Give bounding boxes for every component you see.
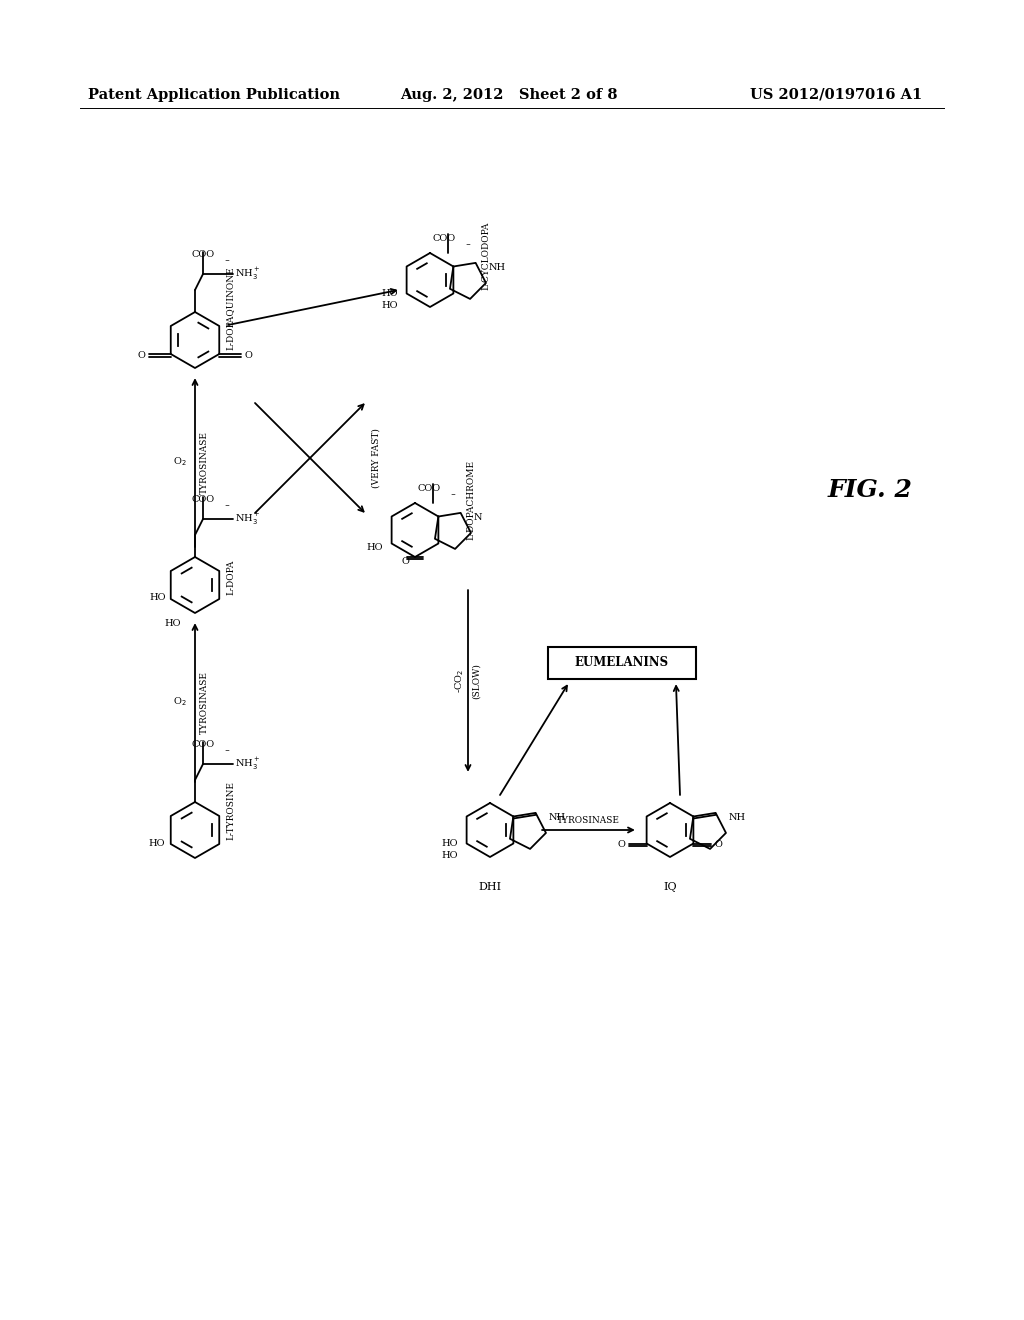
Text: COO: COO	[432, 234, 456, 243]
Text: NH$_3^+$: NH$_3^+$	[234, 511, 260, 527]
Text: NH: NH	[489, 264, 506, 272]
Text: $^-$: $^-$	[223, 747, 230, 756]
Text: TYROSINASE: TYROSINASE	[200, 430, 209, 494]
Text: L-DOPACHROME: L-DOPACHROME	[466, 459, 475, 540]
Text: (SLOW): (SLOW)	[472, 663, 481, 698]
Text: L-TYROSINE: L-TYROSINE	[226, 781, 234, 840]
Text: TYROSINASE: TYROSINASE	[200, 671, 209, 734]
Text: EUMELANINS: EUMELANINS	[574, 656, 669, 669]
Text: (VERY FAST): (VERY FAST)	[372, 428, 381, 488]
Text: Aug. 2, 2012   Sheet 2 of 8: Aug. 2, 2012 Sheet 2 of 8	[400, 88, 617, 102]
Text: COO: COO	[418, 484, 440, 492]
Text: O: O	[715, 841, 722, 849]
Text: NH: NH	[549, 813, 566, 822]
Text: L-CYCLODOPA: L-CYCLODOPA	[481, 222, 490, 290]
Text: HO: HO	[150, 593, 166, 602]
Text: COO: COO	[191, 495, 215, 504]
Text: L-DOPA: L-DOPA	[226, 560, 234, 595]
Text: O: O	[245, 351, 252, 360]
Text: O$_2$: O$_2$	[173, 696, 187, 709]
Text: HO: HO	[148, 840, 165, 849]
Text: -CO$_2$: -CO$_2$	[454, 669, 466, 693]
Text: N: N	[474, 513, 482, 523]
Text: O: O	[617, 841, 626, 849]
Text: O: O	[401, 557, 409, 566]
Text: HO: HO	[441, 840, 458, 849]
Text: COO: COO	[191, 249, 215, 259]
Text: HO: HO	[367, 544, 383, 553]
Text: $^-$: $^-$	[223, 502, 230, 511]
Text: $^-$: $^-$	[223, 257, 230, 267]
Text: FIG. 2: FIG. 2	[827, 478, 912, 502]
Text: NH$_3^+$: NH$_3^+$	[234, 265, 260, 282]
Text: O$_2$: O$_2$	[173, 455, 187, 469]
Text: HO: HO	[382, 301, 398, 310]
Text: HO: HO	[164, 619, 180, 628]
Text: COO: COO	[191, 741, 215, 748]
Text: Patent Application Publication: Patent Application Publication	[88, 88, 340, 102]
Text: NH: NH	[729, 813, 746, 822]
Bar	[548, 647, 696, 678]
Text: US 2012/0197016 A1: US 2012/0197016 A1	[750, 88, 923, 102]
Text: IQ: IQ	[664, 882, 677, 892]
Text: $^-$: $^-$	[464, 242, 471, 249]
Text: TYROSINASE: TYROSINASE	[556, 816, 620, 825]
Text: DHI: DHI	[478, 882, 502, 892]
Text: NH$_3^+$: NH$_3^+$	[234, 756, 260, 772]
Text: L-DOPAQUINONE: L-DOPAQUINONE	[226, 267, 234, 350]
Text: HO: HO	[441, 851, 458, 861]
Text: O: O	[138, 351, 145, 360]
Text: $^-$: $^-$	[449, 491, 457, 500]
Text: HO: HO	[382, 289, 398, 298]
